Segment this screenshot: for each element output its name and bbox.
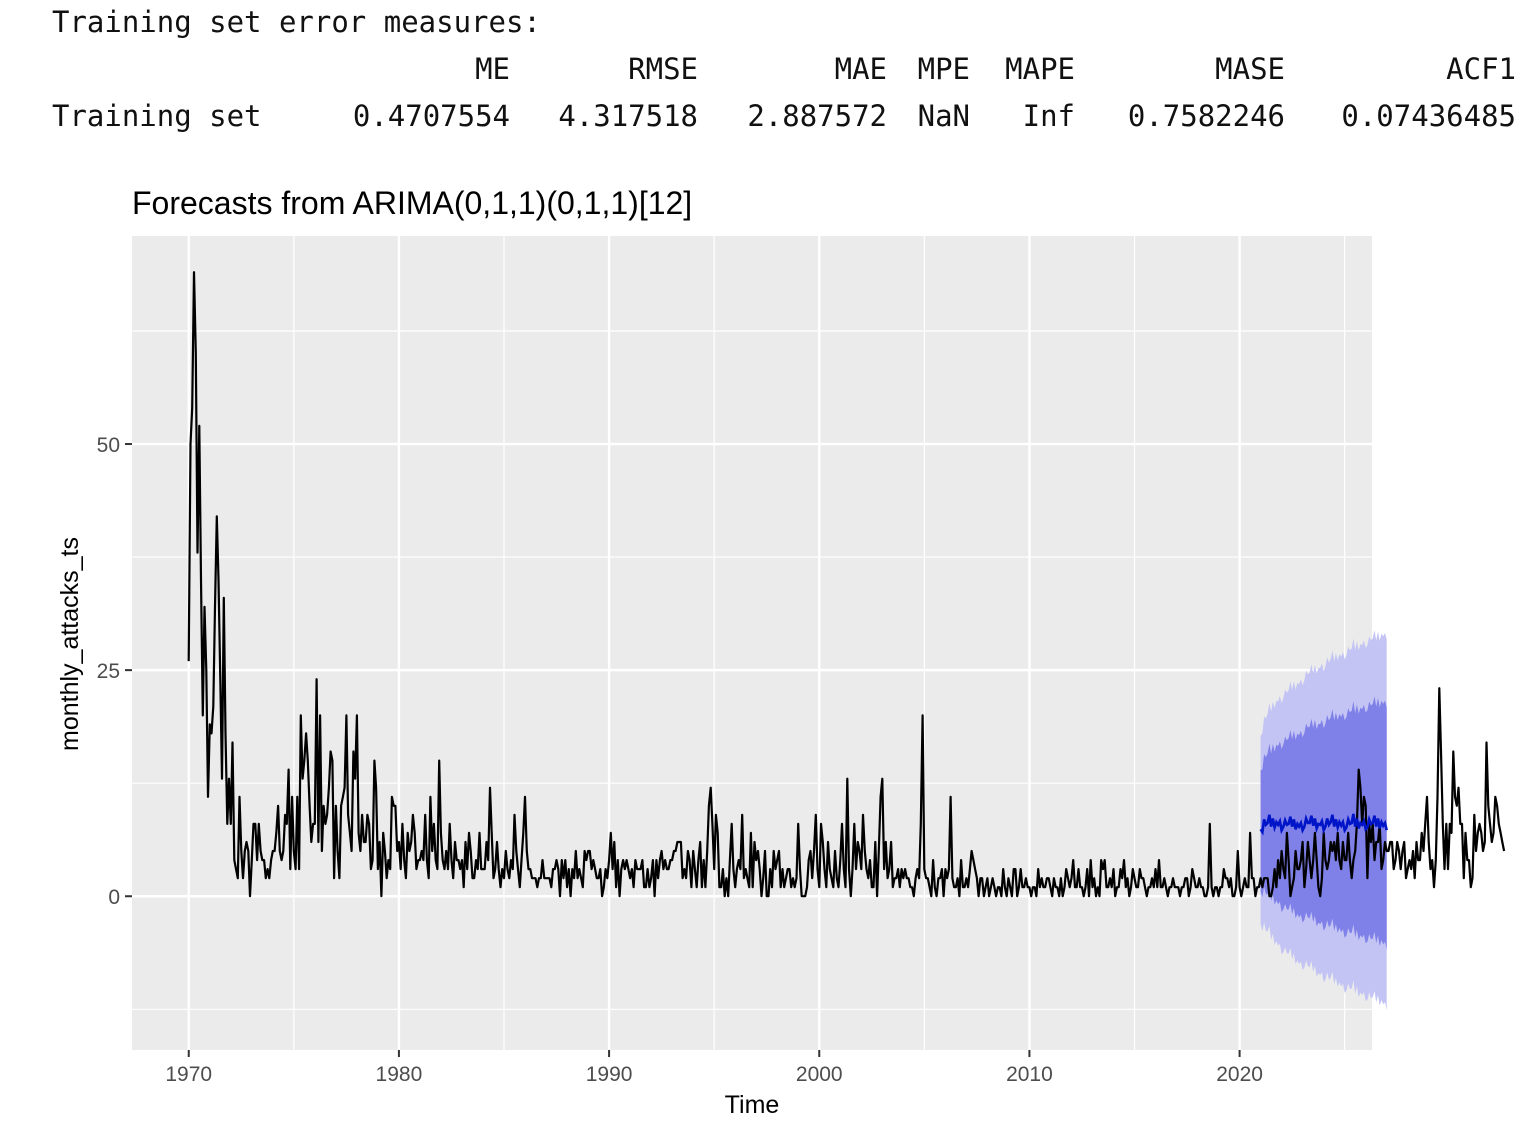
plot-panel: [132, 236, 1372, 1050]
x-tick-label: 2020: [1216, 1063, 1263, 1086]
minor-gridlines: [132, 236, 1372, 1050]
value-acf1: 0.07436485: [1341, 99, 1516, 133]
series-line: [187, 271, 1506, 898]
y-tick-label: 50: [97, 434, 120, 457]
x-tick-label: 1980: [376, 1063, 423, 1086]
header-mae: MAE: [834, 52, 887, 86]
header-mase: MASE: [1215, 52, 1285, 86]
row-label: Training set: [52, 99, 262, 133]
x-tick-label: 1970: [165, 1063, 212, 1086]
header-me: ME: [475, 52, 510, 86]
major-gridlines: [132, 236, 1372, 1050]
forecast-mean-line: [1259, 813, 1388, 836]
header-acf1: ACF1: [1446, 52, 1516, 86]
y-axis-label: monthly_attacks_ts: [56, 537, 84, 751]
value-mape: Inf: [1022, 99, 1075, 133]
value-me: 0.4707554: [352, 99, 510, 133]
value-rmse: 4.317518: [558, 99, 698, 133]
x-axis: 1970 1980 1990 2000 2010 2020: [165, 1050, 1263, 1086]
x-axis-label: Time: [725, 1091, 780, 1119]
header-mpe: MPE: [917, 52, 970, 86]
x-tick-label: 1990: [586, 1063, 633, 1086]
chart-title: Forecasts from ARIMA(0,1,1)(0,1,1)[12]: [132, 185, 692, 221]
y-axis: 0 25 50: [97, 434, 132, 909]
console-heading: Training set error measures:: [52, 5, 541, 39]
value-mae: 2.887572: [747, 99, 887, 133]
y-tick-label: 25: [97, 660, 120, 683]
header-mape: MAPE: [1005, 52, 1075, 86]
header-rmse: RMSE: [628, 52, 698, 86]
x-tick-label: 2010: [1006, 1063, 1053, 1086]
y-tick-label: 0: [108, 886, 120, 909]
value-mase: 0.7582246: [1127, 99, 1285, 133]
x-tick-label: 2000: [796, 1063, 843, 1086]
value-mpe: NaN: [917, 99, 970, 133]
